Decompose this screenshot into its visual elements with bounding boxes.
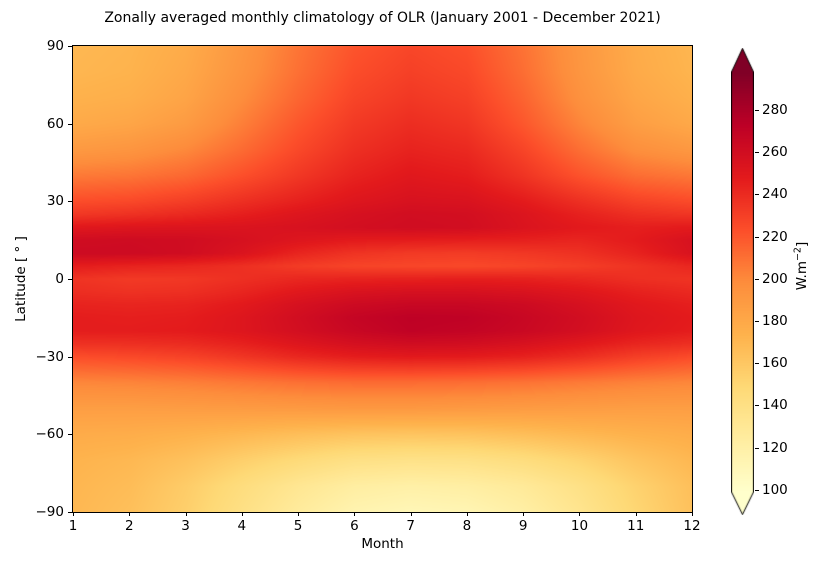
y-tick-label: 30 <box>46 193 64 210</box>
colorbar-tick-label: 240 <box>762 186 788 203</box>
x-tick <box>298 512 300 516</box>
y-tick-label: 0 <box>55 271 64 287</box>
x-tick <box>185 512 187 516</box>
x-axis-label: Month <box>361 536 404 552</box>
y-tick <box>68 356 72 358</box>
x-tick <box>466 512 468 516</box>
y-axis-label: Latitude [ ° ] <box>13 236 29 322</box>
y-tick-label: 60 <box>46 115 64 132</box>
y-tick <box>68 434 72 436</box>
colorbar-tick <box>755 321 759 323</box>
colorbar-tick-label: 100 <box>762 481 788 498</box>
heatmap-canvas <box>73 46 692 512</box>
y-tick-label: 90 <box>46 38 64 54</box>
x-tick <box>692 512 693 516</box>
colorbar-label: W.m−2] <box>792 241 810 291</box>
colorbar-tick-label: 180 <box>762 313 788 330</box>
plot-area <box>72 45 693 513</box>
colorbar-tick <box>755 236 759 238</box>
x-tick-label: 3 <box>181 518 190 534</box>
x-tick <box>241 512 243 516</box>
colorbar-tick <box>755 278 759 280</box>
x-tick <box>523 512 525 516</box>
y-tick <box>68 279 72 280</box>
y-tick <box>68 201 72 203</box>
x-tick-label: 12 <box>683 518 701 534</box>
x-tick-label: 7 <box>406 518 415 534</box>
colorbar-tick <box>755 363 759 365</box>
colorbar-tick <box>755 489 759 491</box>
colorbar-tick-label: 200 <box>762 270 788 287</box>
colorbar-tick <box>755 194 759 196</box>
chart-title: Zonally averaged monthly climatology of … <box>104 10 661 26</box>
x-tick <box>410 512 412 516</box>
x-tick-label: 5 <box>293 518 303 534</box>
x-tick-label: 9 <box>518 518 528 534</box>
x-tick-label: 8 <box>462 518 472 534</box>
x-tick <box>73 512 74 516</box>
x-tick-label: 2 <box>124 518 134 534</box>
x-tick-label: 11 <box>627 518 645 534</box>
colorbar-tick-label: 220 <box>762 228 788 245</box>
colorbar-tick-label: 260 <box>762 144 788 161</box>
colorbar-tick-label: 280 <box>762 101 788 118</box>
y-tick-label: −30 <box>35 348 65 365</box>
y-tick <box>68 512 72 513</box>
colorbar-tick-label: 140 <box>762 397 788 414</box>
colorbar-tick <box>755 152 759 154</box>
x-tick-label: 4 <box>237 518 247 534</box>
y-tick-label: −90 <box>35 504 65 520</box>
x-tick <box>354 512 356 516</box>
y-tick <box>68 123 72 125</box>
colorbar-tick <box>755 447 759 449</box>
x-tick <box>635 512 637 516</box>
colorbar-tick-label: 160 <box>762 355 788 372</box>
x-tick <box>579 512 581 516</box>
x-tick-label: 6 <box>350 518 359 534</box>
y-tick-label: −60 <box>35 426 65 443</box>
x-tick-label: 1 <box>68 518 78 534</box>
y-tick <box>68 46 72 47</box>
x-tick-label: 10 <box>570 518 589 534</box>
colorbar <box>731 48 754 515</box>
x-tick <box>129 512 131 516</box>
colorbar-tick-label: 120 <box>762 439 788 456</box>
colorbar-tick <box>755 109 759 111</box>
colorbar-tick <box>755 405 759 407</box>
